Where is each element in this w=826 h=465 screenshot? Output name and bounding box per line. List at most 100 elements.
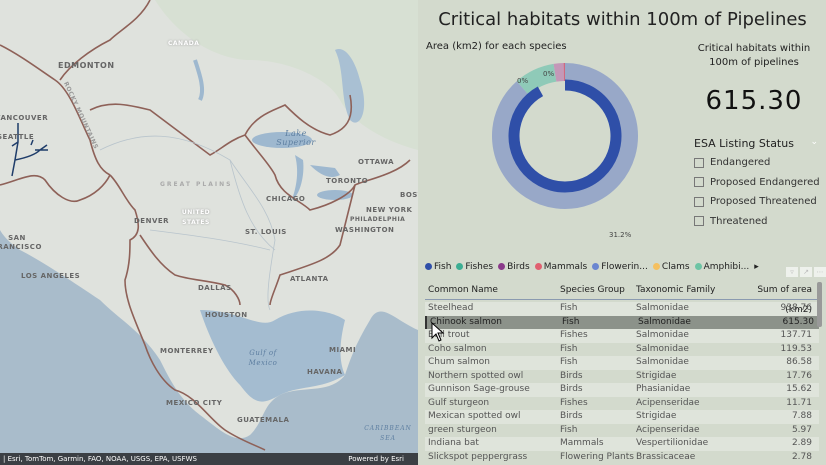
option-label: Endangered <box>710 157 771 169</box>
table-cell: Fish <box>560 424 578 435</box>
more-options-icon[interactable]: ⋯ <box>814 267 826 277</box>
table-row[interactable]: Steelhead Fish Salmonidae 938.76 <box>425 302 819 316</box>
legend-item[interactable]: Amphibi... <box>694 262 749 272</box>
donut-outer-slice[interactable] <box>516 63 557 95</box>
legend-label: Flowerin... <box>601 262 648 272</box>
report-panel: Critical habitats within 100m of Pipelin… <box>419 0 826 465</box>
option-label: Threatened <box>710 215 768 227</box>
legend-item[interactable]: Mammals <box>534 262 588 272</box>
table-row[interactable]: Gulf sturgeon Fishes Acipenseridae 11.71 <box>425 397 819 411</box>
donut-outer-slice[interactable] <box>492 63 638 209</box>
table-scrollbar[interactable] <box>817 282 822 327</box>
column-header-common-name[interactable]: Common Name <box>428 285 498 295</box>
table-row[interactable]: green sturgeon Fish Acipenseridae 5.97 <box>425 424 819 438</box>
column-header-taxonomic-family[interactable]: Taxonomic Family <box>636 285 716 295</box>
slicer-option-endangered[interactable]: Endangered <box>694 153 824 173</box>
map-label-denver: DENVER <box>134 217 170 225</box>
legend-item[interactable]: Fishes <box>456 262 493 272</box>
slicer-option-proposed-endangered[interactable]: Proposed Endangered <box>694 173 824 193</box>
table-row[interactable]: Gunnison Sage-grouse Birds Phasianidae 15.6… <box>425 383 819 397</box>
table-row[interactable]: Coho salmon Fish Salmonidae 119.53 <box>425 343 819 357</box>
table-cell: Chinook salmon <box>430 316 502 327</box>
map-label-havana: HAVANA <box>307 368 343 376</box>
donut-chart-title: Area (km2) for each species <box>426 41 567 52</box>
focus-mode-icon[interactable]: ↗ <box>800 267 812 277</box>
visual-header: ▿ ↗ ⋯ <box>786 267 826 277</box>
legend-item[interactable]: Birds <box>498 262 530 272</box>
map-label-boston: BOSTON <box>400 191 418 199</box>
table-row[interactable]: Northern spotted owl Birds Strigidae 17.76 <box>425 370 819 384</box>
table-cell: 2.89 <box>791 438 812 448</box>
map-label-st-louis: ST. LOUIS <box>245 228 287 236</box>
donut-inner-slice[interactable] <box>508 79 622 193</box>
table-cell: Steelhead <box>428 303 474 313</box>
donut-chart[interactable] <box>489 60 641 212</box>
table-cell: Salmonidae <box>636 357 689 367</box>
table-cell: 615.30 <box>782 316 815 327</box>
table-cell: Gunnison Sage-grouse <box>428 384 530 394</box>
slicer-option-threatened[interactable]: Threatened <box>694 212 824 232</box>
slicer-title: ESA Listing Status <box>694 137 794 150</box>
filter-icon[interactable]: ▿ <box>786 267 798 277</box>
page-title: Critical habitats within 100m of Pipelin… <box>438 9 807 30</box>
esa-listing-slicer: ESA Listing Status ⌄ Endangered Proposed… <box>694 137 824 231</box>
table-cell: Acipenseridae <box>636 397 700 408</box>
legend-item[interactable]: Fish <box>425 262 451 272</box>
legend-dot <box>425 263 432 270</box>
legend-label: Mammals <box>543 262 588 272</box>
powered-by-link[interactable]: Powered by Esri <box>348 455 404 463</box>
legend-item[interactable]: Clams <box>652 262 690 272</box>
table-cell: green sturgeon <box>428 424 497 435</box>
column-header-species-group[interactable]: Species Group <box>560 285 625 295</box>
table-cell: Indiana bat <box>428 438 479 448</box>
legend-label: Birds <box>507 262 530 272</box>
map-label-atlanta: ATLANTA <box>290 275 329 283</box>
table-cell: Salmonidae <box>636 330 689 340</box>
map-visual[interactable]: EDMONTON CANADA VANCOUVER SEATTLE ROCKY … <box>0 0 418 465</box>
table-row[interactable]: Mexican spotted owl Birds Strigidae 7.88 <box>425 410 819 424</box>
checkbox[interactable] <box>694 196 704 207</box>
table-row[interactable]: Indiana bat Mammals Vespertilionidae 2.89 <box>425 437 819 451</box>
checkbox[interactable] <box>694 157 704 168</box>
table-cell: Coho salmon <box>428 343 487 354</box>
map-label-seattle: SEATTLE <box>0 133 35 141</box>
legend-dot <box>456 263 464 270</box>
checkbox[interactable] <box>694 216 704 227</box>
map-label-houston: HOUSTON <box>205 311 248 319</box>
map-label-ottawa: OTTAWA <box>358 158 395 166</box>
table-cell: Strigidae <box>636 411 677 421</box>
donut-outer-slice[interactable] <box>553 63 565 82</box>
table-cell: 17.76 <box>786 370 812 381</box>
slicer-option-proposed-threatened[interactable]: Proposed Threatened <box>694 192 824 212</box>
card-value: 615.30 <box>705 86 803 116</box>
checkbox[interactable] <box>694 177 704 188</box>
map-label-united-states: UNITED STATES <box>181 209 211 226</box>
table-cell: Vespertilionidae <box>636 438 709 448</box>
table-cell: Birds <box>560 384 583 394</box>
map-label-toronto: TORONTO <box>326 177 369 185</box>
table-cell: Gulf sturgeon <box>428 397 490 408</box>
map-label-edmonton: EDMONTON <box>58 61 115 70</box>
table-cell: Salmonidae <box>636 303 689 313</box>
map-label-monterrey: MONTERREY <box>160 347 214 355</box>
map-label-gulf-of-mexico: Gulf of Mexico <box>248 349 278 367</box>
legend-item[interactable]: Flowerin... <box>592 262 648 272</box>
donut-data-label: 0% <box>517 77 529 85</box>
map-label-miami: MIAMI <box>329 346 357 354</box>
table-row[interactable]: Chinook salmon Fish Salmonidae 615.30 <box>425 315 819 329</box>
table-cell: Brassicaceae <box>636 451 696 462</box>
legend-dot <box>694 263 702 270</box>
column-header-sum-area[interactable]: Sum of area (km2) <box>757 285 812 315</box>
legend-next-arrow-icon[interactable]: ▸ <box>754 262 759 272</box>
table-cell: Fish <box>562 316 580 327</box>
table-cell: Strigidae <box>636 370 677 381</box>
legend-label: Clams <box>661 262 690 272</box>
map-label-canada: CANADA <box>168 40 200 47</box>
table-cell: Fishes <box>560 330 588 340</box>
chevron-down-icon[interactable]: ⌄ <box>810 137 818 147</box>
table-row[interactable]: Chum salmon Fish Salmonidae 86.58 <box>425 356 819 370</box>
map-label-new-york: NEW YORK <box>366 206 413 214</box>
table-row[interactable]: Slickspot peppergrass Flowering Plants Bra… <box>425 451 819 465</box>
table-row[interactable]: Bull trout Fishes Salmonidae 137.71 <box>425 329 819 343</box>
table-cell: Northern spotted owl <box>428 370 524 381</box>
